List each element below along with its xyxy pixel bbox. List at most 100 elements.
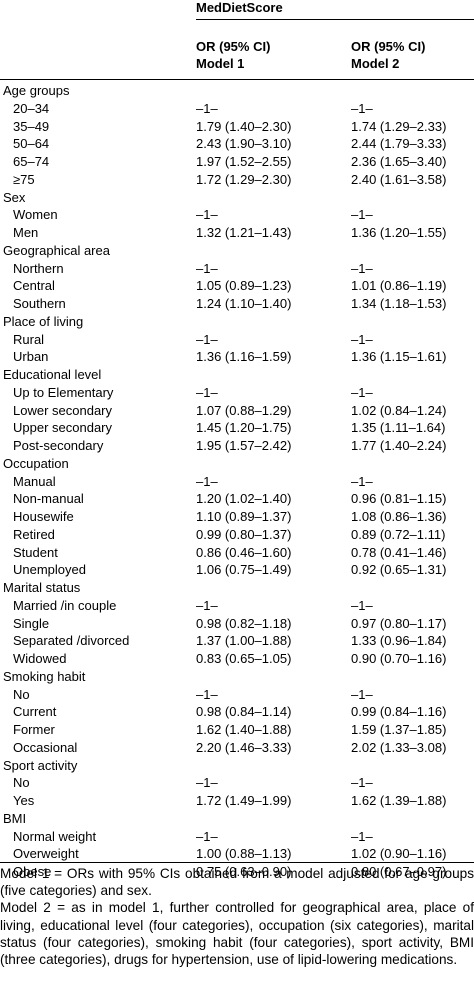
cell-model-2: –1– bbox=[351, 100, 373, 116]
cell-model-2: 0.99 (0.84–1.16) bbox=[351, 704, 447, 720]
row-label: Yes bbox=[13, 793, 35, 808]
cell-model-1: 1.95 (1.57–2.42) bbox=[196, 438, 292, 453]
cell-model-1: 1.32 (1.21–1.43) bbox=[196, 225, 292, 240]
cell-model-1: –1– bbox=[196, 828, 218, 844]
column-group-title: MedDietScore bbox=[196, 0, 283, 15]
cell-model-1: 1.72 (1.49–1.99) bbox=[196, 793, 292, 808]
table-group-header: BMI bbox=[0, 810, 474, 828]
table-row: No –1– –1– bbox=[0, 774, 474, 792]
row-label: Women bbox=[13, 207, 58, 223]
table-row: Urban 1.36 (1.16–1.59) 1.36 (1.15–1.61) bbox=[0, 348, 474, 366]
cell-model-1: –1– bbox=[196, 207, 218, 223]
cell-model-2: 1.01 (0.86–1.19) bbox=[351, 278, 447, 294]
cell-model-2: –1– bbox=[351, 473, 373, 489]
cell-model-1: –1– bbox=[196, 260, 218, 276]
row-label: Current bbox=[13, 704, 57, 720]
table-group-header: Occupation bbox=[0, 455, 474, 473]
cell-model-1: 0.83 (0.65–1.05) bbox=[196, 651, 292, 666]
group-label: Smoking habit bbox=[3, 668, 86, 684]
cell-model-1: 1.10 (0.89–1.37) bbox=[196, 509, 292, 524]
table-row: 20–34 –1– –1– bbox=[0, 100, 474, 118]
row-label: Former bbox=[13, 722, 55, 737]
group-label: Sport activity bbox=[3, 757, 78, 773]
row-label: 35–49 bbox=[13, 118, 50, 134]
cell-model-1: –1– bbox=[196, 384, 218, 400]
table-row: Yes 1.72 (1.49–1.99) 1.62 (1.39–1.88) bbox=[0, 792, 474, 810]
cell-model-2: 2.44 (1.79–3.33) bbox=[351, 136, 447, 152]
row-label: No bbox=[13, 775, 30, 791]
cell-model-2: –1– bbox=[351, 597, 373, 613]
cell-model-1: 0.98 (0.84–1.14) bbox=[196, 704, 292, 720]
table-row: Obese 0.75 (0.63–0.90) 0.80 (0.67–0.97) bbox=[0, 863, 474, 881]
row-label: Widowed bbox=[13, 651, 67, 666]
row-label: Men bbox=[13, 225, 39, 240]
cell-model-2: 2.36 (1.65–3.40) bbox=[351, 154, 447, 169]
table-row: Normal weight –1– –1– bbox=[0, 828, 474, 846]
table-group-header: Sport activity bbox=[0, 757, 474, 775]
row-label: Single bbox=[13, 615, 50, 631]
row-label: Housewife bbox=[13, 509, 74, 524]
table-row: Single 0.98 (0.82–1.18) 0.97 (0.80–1.17) bbox=[0, 615, 474, 633]
row-label: Married /in couple bbox=[13, 597, 117, 613]
cell-model-1: 1.45 (1.20–1.75) bbox=[196, 420, 292, 436]
cell-model-1: 0.75 (0.63–0.90) bbox=[196, 864, 292, 879]
cell-model-2: 0.92 (0.65–1.31) bbox=[351, 562, 447, 578]
row-label: Lower secondary bbox=[13, 402, 112, 418]
table-row: Overweight 1.00 (0.88–1.13) 1.02 (0.90–1.1… bbox=[0, 845, 474, 863]
cell-model-1: 2.43 (1.90–3.10) bbox=[196, 136, 292, 152]
table-row: Post-secondary 1.95 (1.57–2.42) 1.77 (1.40… bbox=[0, 437, 474, 455]
table-body: Age groups 20–34 –1– –1– 35–49 1.79 (1.40–2.3… bbox=[0, 82, 474, 881]
cell-model-1: 0.99 (0.80–1.37) bbox=[196, 526, 292, 542]
table-row: Student 0.86 (0.46–1.60) 0.78 (0.41–1.46) bbox=[0, 544, 474, 562]
cell-model-2: 1.74 (1.29–2.33) bbox=[351, 118, 447, 134]
table-group-header: Marital status bbox=[0, 579, 474, 597]
cell-model-2: 1.02 (0.90–1.16) bbox=[351, 846, 447, 862]
table-row: Former 1.62 (1.40–1.88) 1.59 (1.37–1.85) bbox=[0, 721, 474, 739]
table-row: Women –1– –1– bbox=[0, 206, 474, 224]
group-label: Place of living bbox=[3, 313, 84, 329]
cell-model-1: 1.72 (1.29–2.30) bbox=[196, 171, 292, 187]
cell-model-2: –1– bbox=[351, 331, 373, 347]
table-row: Unemployed 1.06 (0.75–1.49) 0.92 (0.65–1.3… bbox=[0, 561, 474, 579]
row-label: Unemployed bbox=[13, 562, 86, 578]
row-label: Occasional bbox=[13, 739, 78, 755]
row-label: Overweight bbox=[13, 846, 79, 862]
table-row: Non-manual 1.20 (1.02–1.40) 0.96 (0.81–1.1… bbox=[0, 490, 474, 508]
row-label: Northern bbox=[13, 260, 64, 276]
cell-model-2: –1– bbox=[351, 828, 373, 844]
table-row: 50–64 2.43 (1.90–3.10) 2.44 (1.79–3.33) bbox=[0, 135, 474, 153]
table-row: Manual –1– –1– bbox=[0, 473, 474, 491]
cell-model-2: 1.35 (1.11–1.64) bbox=[351, 420, 446, 436]
table-row: No –1– –1– bbox=[0, 686, 474, 704]
table-row: Occasional 2.20 (1.46–3.33) 2.02 (1.33–3.0… bbox=[0, 739, 474, 757]
cell-model-1: 0.86 (0.46–1.60) bbox=[196, 544, 292, 560]
row-label: Student bbox=[13, 544, 58, 560]
table-row: Separated /divorced 1.37 (1.00–1.88) 1.33 … bbox=[0, 632, 474, 650]
cell-model-2: 1.34 (1.18–1.53) bbox=[351, 296, 447, 311]
row-label: Rural bbox=[13, 331, 45, 347]
cell-model-2: 1.59 (1.37–1.85) bbox=[351, 722, 447, 737]
cell-model-1: 1.24 (1.10–1.40) bbox=[196, 296, 292, 311]
cell-model-1: –1– bbox=[196, 686, 218, 702]
table-group-header: Age groups bbox=[0, 82, 474, 100]
cell-model-2: –1– bbox=[351, 686, 373, 702]
group-label: Occupation bbox=[3, 455, 69, 471]
cell-model-2: –1– bbox=[351, 260, 373, 276]
cell-model-1: 1.97 (1.52–2.55) bbox=[196, 154, 292, 169]
table-row: Central 1.05 (0.89–1.23) 1.01 (0.86–1.19) bbox=[0, 277, 474, 295]
cell-model-1: 1.06 (0.75–1.49) bbox=[196, 562, 292, 578]
row-label: Upper secondary bbox=[13, 420, 112, 436]
row-label: Post-secondary bbox=[13, 438, 104, 453]
column-header-model-2-line1: OR (95% CI) bbox=[351, 39, 426, 54]
table-group-header: Educational level bbox=[0, 366, 474, 384]
header-underline bbox=[196, 19, 474, 20]
cell-model-1: –1– bbox=[196, 473, 218, 489]
cell-model-1: 1.79 (1.40–2.30) bbox=[196, 118, 292, 134]
table-row: Southern 1.24 (1.10–1.40) 1.34 (1.18–1.53) bbox=[0, 295, 474, 313]
table-row: Current 0.98 (0.84–1.14) 0.99 (0.84–1.16) bbox=[0, 703, 474, 721]
cell-model-2: 0.90 (0.70–1.16) bbox=[351, 651, 447, 666]
group-label: Educational level bbox=[3, 367, 102, 382]
table-row: Rural –1– –1– bbox=[0, 331, 474, 349]
row-label: No bbox=[13, 686, 30, 702]
